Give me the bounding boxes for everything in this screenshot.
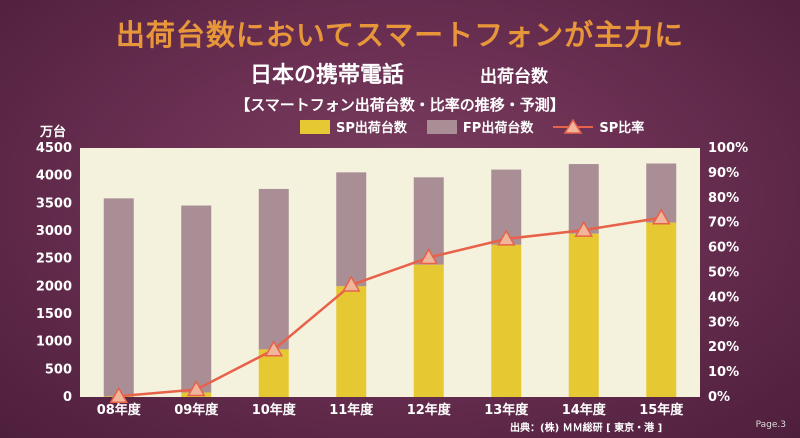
- y2-tick-label: 70%: [708, 216, 739, 231]
- y-tick-label: 2500: [36, 252, 72, 267]
- y2-tick-label: 10%: [708, 365, 739, 380]
- legend-item-fp: FP出荷台数: [426, 117, 534, 136]
- y-tick-label: 4500: [36, 141, 72, 156]
- bar-sp: [336, 286, 367, 397]
- bar-sp: [568, 233, 599, 397]
- bar-sp: [646, 222, 677, 397]
- ratio-point: [109, 386, 129, 404]
- y2-tick-label: 100%: [708, 141, 748, 156]
- chart-subtitle: 日本の携帯電話: [250, 63, 405, 88]
- y2-tick-label: 20%: [708, 340, 739, 355]
- bar-fp: [336, 172, 367, 287]
- chart-subtitle-metric: 出荷台数: [480, 67, 548, 87]
- y2-tick-label: 60%: [708, 241, 739, 256]
- bar-fp: [103, 198, 134, 397]
- ratio-point: [264, 340, 284, 357]
- legend-label-sp: SP出荷台数: [336, 121, 407, 136]
- source-credit: 出典：(株) ＭＭ総研 [ 東京・港 ]: [510, 423, 663, 434]
- y-tick-label: 500: [45, 362, 72, 377]
- bar-sp: [413, 264, 444, 397]
- legend-label-ratio: SP比率: [599, 121, 645, 136]
- headline: 出荷台数においてスマートフォンが主力に: [115, 18, 685, 52]
- y-tick-label: 1500: [36, 307, 72, 322]
- legend-item-sp: SP出荷台数: [300, 117, 407, 136]
- legend-swatch-fp: [426, 119, 457, 134]
- y2-tick-label: 30%: [708, 315, 739, 330]
- y-tick-label: 1000: [36, 335, 72, 350]
- x-tick-label: 08年度: [97, 402, 142, 418]
- y-tick-label: 3500: [36, 196, 72, 211]
- y2-tick-label: 50%: [708, 266, 739, 281]
- ratio-point: [186, 380, 206, 397]
- bar-fp: [181, 205, 212, 393]
- x-tick-label: 09年度: [174, 402, 219, 418]
- bar-sp: [491, 244, 522, 397]
- y2-tick-label: 80%: [708, 191, 739, 206]
- y-tick-label: 0: [63, 390, 72, 405]
- y-axis-unit: 万台: [40, 125, 67, 140]
- legend-item-ratio: SP比率: [553, 117, 644, 136]
- ratio-point: [419, 248, 439, 265]
- legend-swatch-ratio: [553, 118, 594, 135]
- chart-note: 【スマートフォン出荷台数・比率の推移・予測】: [235, 96, 565, 114]
- x-tick-label: 14年度: [562, 402, 607, 418]
- y2-tick-label: 0%: [708, 390, 730, 405]
- legend-label-fp: FP出荷台数: [462, 121, 534, 136]
- ratio-point: [341, 275, 361, 292]
- page-number: Page.3: [755, 420, 786, 430]
- y2-tick-label: 90%: [708, 166, 739, 181]
- x-tick-label: 13年度: [484, 402, 529, 418]
- y2-tick-label: 40%: [708, 290, 739, 305]
- y-tick-label: 2000: [36, 279, 72, 294]
- x-tick-label: 15年度: [639, 402, 684, 418]
- x-tick-label: 10年度: [252, 402, 297, 418]
- x-tick-label: 11年度: [329, 402, 374, 418]
- bar-sp: [258, 349, 289, 397]
- ratio-point: [574, 220, 594, 237]
- x-tick-label: 12年度: [407, 402, 452, 418]
- bar-fp: [258, 188, 289, 350]
- y-tick-label: 3000: [36, 224, 72, 239]
- ratio-point: [651, 208, 671, 225]
- ratio-line: [118, 216, 662, 398]
- ratio-point: [496, 229, 516, 246]
- chart-legend: SP出荷台数 FP出荷台数 SP比率: [300, 117, 654, 136]
- legend-swatch-sp: [300, 119, 330, 134]
- y-tick-label: 4000: [36, 169, 72, 184]
